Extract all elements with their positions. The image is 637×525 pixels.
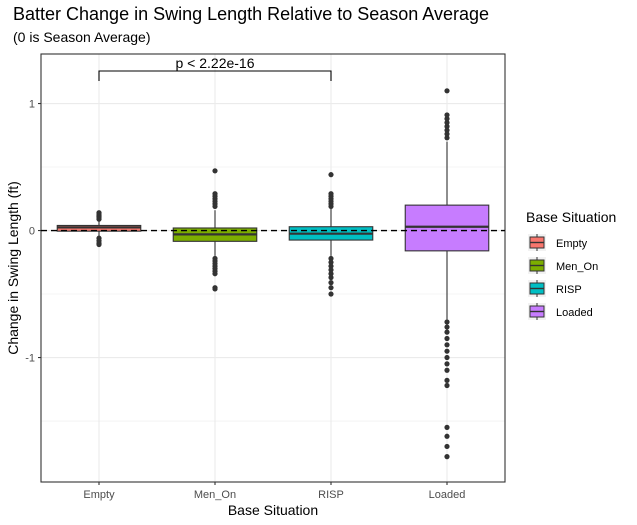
outlier-point [444, 382, 450, 389]
outlier-point [444, 443, 450, 450]
p-value-annotation: p < 2.22e-16 [175, 55, 254, 71]
outlier-point [444, 319, 450, 325]
chart-subtitle: (0 is Season Average) [13, 29, 151, 45]
legend-item-men-on: Men_On [528, 257, 598, 274]
outlier-point [444, 433, 450, 439]
outlier-point [444, 324, 450, 330]
outlier-point [444, 127, 450, 133]
outlier-point [328, 274, 334, 281]
axes: -1 0 1 Empty Men_On RISP Loaded [25, 53, 506, 501]
outlier-point [96, 210, 102, 216]
x-axis-label: Base Situation [228, 502, 318, 518]
y-tick-label: 1 [29, 99, 35, 111]
outlier-point [444, 348, 450, 354]
outlier-point [444, 335, 450, 342]
outlier-point [444, 135, 450, 141]
outlier-point [444, 377, 450, 383]
box-empty [56, 210, 142, 248]
outlier-point [328, 255, 334, 262]
outlier-point [328, 259, 334, 265]
plot-panel [41, 54, 505, 482]
legend-label: Loaded [556, 307, 593, 319]
outlier-point [328, 291, 334, 297]
outlier-point [328, 263, 334, 269]
x-tick-label: Men_On [194, 489, 236, 501]
outlier-point [212, 286, 218, 292]
outlier-point [444, 453, 450, 460]
chart-title: Batter Change in Swing Length Relative t… [13, 4, 489, 24]
outlier-point [444, 342, 450, 348]
outlier-point [328, 285, 334, 291]
outlier-point [212, 191, 218, 197]
outlier-point [328, 172, 334, 178]
outlier-point [444, 361, 450, 367]
outlier-point [444, 88, 450, 94]
outlier-point [444, 354, 450, 361]
box-body [404, 204, 490, 252]
outlier-point [444, 329, 450, 335]
box-men-on [172, 168, 258, 292]
outlier-point [444, 424, 450, 430]
outlier-point [328, 271, 334, 277]
y-tick-label: -1 [25, 353, 35, 365]
legend-item-empty: Empty [528, 234, 588, 251]
outlier-point [444, 119, 450, 126]
legend-label: Empty [556, 238, 588, 250]
outlier-point [212, 271, 218, 277]
outlier-point [444, 367, 450, 373]
outlier-point [212, 168, 218, 174]
outlier-point [328, 267, 334, 273]
bracket-line [98, 70, 332, 81]
y-axis-label: Change in Swing Length (ft) [5, 181, 21, 355]
outlier-point [444, 112, 450, 118]
y-tick-label: 0 [29, 226, 35, 238]
box-loaded [404, 88, 490, 460]
legend: Base Situation Empty Men_On RISP Loaded [526, 209, 616, 320]
x-tick-label: RISP [318, 489, 344, 501]
outlier-point [96, 241, 102, 248]
legend-label: RISP [556, 284, 582, 296]
x-tick-label: Empty [83, 489, 115, 501]
x-tick-label: Loaded [429, 489, 466, 501]
outlier-point [328, 280, 334, 286]
legend-item-loaded: Loaded [528, 303, 593, 320]
significance-bracket: p < 2.22e-16 [98, 55, 332, 81]
outlier-point [444, 131, 450, 137]
legend-label: Men_On [556, 261, 598, 273]
outlier-point [328, 191, 334, 197]
legend-item-risp: RISP [528, 280, 582, 297]
outlier-point [444, 116, 450, 122]
outlier-point [444, 123, 450, 129]
legend-title: Base Situation [526, 209, 616, 225]
panel-border [40, 53, 506, 483]
